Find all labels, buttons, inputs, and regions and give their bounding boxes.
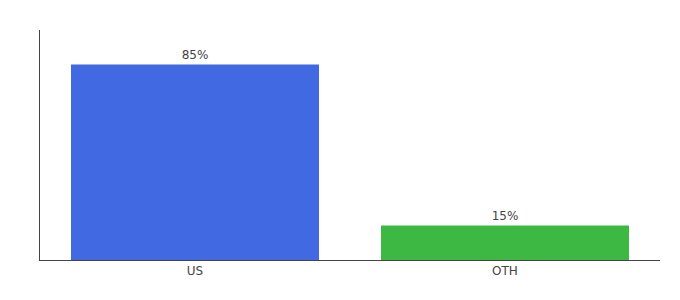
svg-text:85%: 85% <box>182 48 209 62</box>
svg-text:US: US <box>187 264 203 278</box>
svg-text:OTH: OTH <box>492 264 518 278</box>
svg-text:15%: 15% <box>492 209 519 223</box>
